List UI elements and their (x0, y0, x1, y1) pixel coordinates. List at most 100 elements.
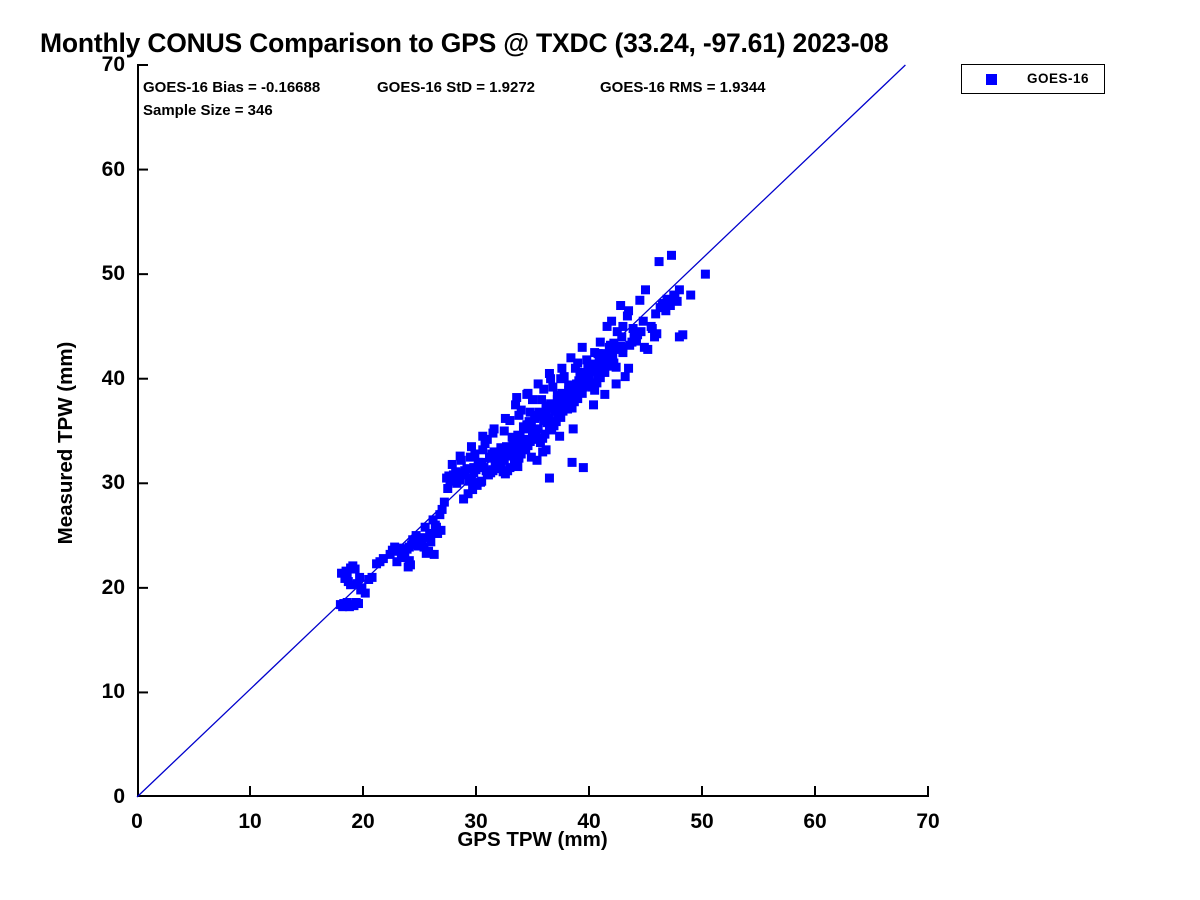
data-point (666, 250, 676, 260)
data-point (352, 579, 362, 589)
data-point (511, 400, 521, 410)
stat-std-annotation: GOES-16 StD = 1.9272 (377, 79, 535, 96)
data-point (530, 411, 540, 421)
data-point (460, 470, 470, 480)
data-point (577, 342, 587, 352)
data-point (404, 556, 414, 566)
data-point (478, 431, 488, 441)
data-point (364, 574, 374, 584)
data-point (516, 405, 526, 415)
data-point (426, 537, 436, 547)
data-point (584, 374, 594, 384)
data-point (612, 327, 622, 337)
data-point (428, 515, 438, 525)
data-point (439, 497, 449, 507)
data-point (600, 389, 610, 399)
data-point (526, 452, 536, 462)
stat-sample-size-annotation: Sample Size = 346 (143, 102, 273, 119)
data-point (436, 525, 446, 535)
x-tick-label: 0 (131, 810, 143, 833)
data-point (607, 316, 617, 326)
data-point (595, 337, 605, 347)
data-point (518, 422, 528, 432)
data-point (466, 473, 476, 483)
data-point (575, 370, 585, 380)
data-point (485, 453, 495, 463)
data-point (556, 412, 566, 422)
data-point (605, 340, 615, 350)
data-point (583, 361, 593, 371)
chart-title: Monthly CONUS Comparison to GPS @ TXDC (… (40, 28, 889, 58)
data-point (555, 431, 565, 441)
data-point (541, 401, 551, 411)
data-point (470, 449, 480, 459)
data-point (578, 382, 588, 392)
data-point (357, 583, 367, 593)
y-tick-label: 40 (101, 366, 125, 390)
legend-marker-goes-16 (986, 74, 997, 85)
data-point (482, 434, 492, 444)
data-point (499, 455, 509, 465)
data-point (494, 457, 504, 467)
data-point (445, 476, 455, 486)
data-point (557, 363, 567, 373)
data-point (566, 353, 576, 363)
data-point (678, 330, 688, 340)
data-point (524, 417, 534, 427)
y-axis-title: Measured TPW (mm) (54, 341, 77, 545)
data-point (674, 285, 684, 295)
data-point (512, 393, 522, 403)
data-point (551, 417, 561, 427)
data-point (507, 432, 517, 442)
data-point (452, 478, 462, 488)
data-point (559, 372, 569, 382)
data-point (489, 424, 499, 434)
data-point (651, 309, 661, 319)
y-tick-label: 50 (101, 262, 125, 286)
data-point (570, 363, 580, 373)
x-tick-label: 60 (803, 810, 827, 833)
data-point (528, 395, 537, 405)
x-tick-label: 10 (238, 810, 262, 833)
x-tick-label: 30 (464, 810, 488, 833)
y-tick-label: 0 (113, 785, 125, 808)
data-point (540, 429, 550, 439)
data-point (544, 368, 554, 378)
data-point (505, 416, 515, 426)
data-point (638, 316, 648, 326)
data-point (625, 340, 635, 350)
x-tick-label: 40 (577, 810, 601, 833)
x-axis-title: GPS TPW (mm) (457, 828, 608, 851)
data-point (465, 452, 475, 462)
data-point (468, 485, 478, 495)
data-point (544, 473, 554, 483)
data-point (514, 410, 524, 420)
data-point (500, 413, 510, 423)
data-point (511, 445, 521, 455)
data-point (589, 400, 599, 410)
data-point (590, 385, 600, 395)
data-point (532, 455, 542, 465)
data-point (424, 546, 434, 556)
data-point (624, 306, 634, 316)
data-point (600, 367, 610, 377)
data-point (567, 403, 577, 413)
data-point (463, 489, 473, 499)
data-point (482, 468, 492, 478)
data-point (528, 426, 537, 436)
data-point (668, 295, 678, 305)
data-point (496, 443, 506, 453)
data-point (607, 353, 617, 363)
legend-label-goes-16: GOES-16 (1026, 71, 1090, 86)
data-point (430, 520, 440, 530)
data-point (635, 295, 645, 305)
data-point (454, 468, 464, 478)
data-point (522, 434, 532, 444)
data-point (525, 407, 535, 417)
y-tick-label: 60 (101, 157, 125, 181)
x-tick-label: 20 (351, 810, 375, 833)
data-point (663, 298, 673, 308)
data-point (513, 462, 523, 472)
data-point (577, 388, 587, 398)
data-point (466, 442, 476, 452)
